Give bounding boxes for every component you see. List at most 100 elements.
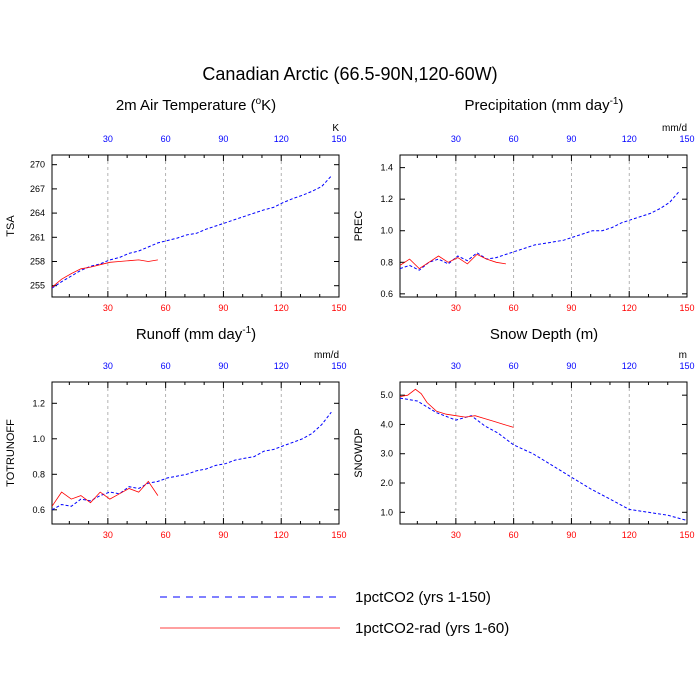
x-tick-label-top: 120 <box>622 134 637 144</box>
panel-totrunoff: Runoff (mm day-1) 30 30 60 60 90 90 120 120 150 15… <box>5 325 347 540</box>
x-tick-label-top: 150 <box>331 361 346 371</box>
panel-title: Runoff (mm day-1) <box>136 325 256 343</box>
x-tick-label-bottom: 150 <box>331 303 346 313</box>
x-tick-label-bottom: 120 <box>622 530 637 540</box>
y-tick-label: 1.2 <box>380 194 393 204</box>
panel-title-superscript: -1 <box>610 96 619 107</box>
panel-title-tail: ) <box>251 326 256 343</box>
y-tick-label: 4.0 <box>380 419 393 429</box>
y-axis-label: SNOWDP <box>353 428 365 478</box>
panel-title: Snow Depth (m) <box>490 326 598 343</box>
panel-title-text: Snow Depth (m) <box>490 326 598 343</box>
y-tick-label: 267 <box>30 184 45 194</box>
plot-frame <box>399 381 688 525</box>
panel-title-superscript: -1 <box>242 325 251 336</box>
x-tick-label-top: 150 <box>331 134 346 144</box>
plot-frame <box>51 154 340 298</box>
x-tick-label-bottom: 150 <box>331 530 346 540</box>
x-tick-label-top: 120 <box>274 134 289 144</box>
y-tick-label: 2.0 <box>380 478 393 488</box>
legend-label: 1pctCO2-rad (yrs 1-60) <box>355 620 509 637</box>
y-tick-label: 264 <box>30 208 45 218</box>
y-tick-label: 0.6 <box>380 289 393 299</box>
x-tick-label-bottom: 30 <box>103 530 113 540</box>
panels: 2m Air Temperature (oK)30306060909012012… <box>5 96 695 540</box>
y-tick-label: 1.0 <box>32 434 45 444</box>
y-tick-label: 0.6 <box>32 505 45 515</box>
x-tick-label-top: 30 <box>451 361 461 371</box>
y-axis-label: PREC <box>353 211 365 242</box>
x-tick-label-bottom: 60 <box>509 303 519 313</box>
x-tick-label-top: 90 <box>218 361 228 371</box>
x-tick-label-bottom: 120 <box>622 303 637 313</box>
panel-tsa: 2m Air Temperature (oK) 30 30 60 60 90 90 120 12… <box>5 96 347 313</box>
x-tick-label-top: 60 <box>509 134 519 144</box>
panel-title-text: Runoff (mm day <box>136 326 243 343</box>
units-label: m <box>679 350 687 361</box>
x-tick-label-bottom: 90 <box>566 303 576 313</box>
x-tick-label-top: 150 <box>679 134 694 144</box>
panel-prec: Precipitation (mm day-1) 30 30 60 60 90 90 120 1… <box>353 96 695 313</box>
legend: 1pctCO2 (yrs 1-150) 1pctCO2-rad (yrs 1-60… <box>160 589 509 637</box>
y-tick-label: 258 <box>30 257 45 267</box>
y-tick-label: 5.0 <box>380 390 393 400</box>
x-tick-label-bottom: 30 <box>451 530 461 540</box>
x-tick-label-top: 90 <box>218 134 228 144</box>
x-tick-label-top: 30 <box>451 134 461 144</box>
y-tick-label: 1.0 <box>380 226 393 236</box>
y-axis-label: TOTRUNOFF <box>5 419 17 487</box>
plot-frame <box>51 381 340 525</box>
x-tick-label-top: 60 <box>161 361 171 371</box>
plot-frame <box>399 154 688 298</box>
units-label: K <box>332 123 339 134</box>
x-tick-label-bottom: 60 <box>161 303 171 313</box>
y-tick-label: 270 <box>30 160 45 170</box>
y-tick-label: 261 <box>30 232 45 242</box>
x-tick-label-bottom: 30 <box>451 303 461 313</box>
units-label: mm/d <box>314 350 339 361</box>
x-tick-label-bottom: 150 <box>679 303 694 313</box>
y-tick-label: 1.4 <box>380 163 393 173</box>
series-line-1pctco2 <box>52 175 332 289</box>
series-line-1pctco2 <box>52 411 332 511</box>
panel-title: 2m Air Temperature (oK) <box>116 96 276 114</box>
series-line-1pctco2-rad <box>400 388 514 428</box>
x-tick-label-top: 90 <box>566 134 576 144</box>
x-tick-label-top: 60 <box>161 134 171 144</box>
x-tick-label-bottom: 60 <box>161 530 171 540</box>
x-tick-label-top: 90 <box>566 361 576 371</box>
panel-title-tail: K) <box>261 97 276 114</box>
series-line-1pctco2 <box>400 190 680 271</box>
y-tick-label: 3.0 <box>380 449 393 459</box>
series-line-1pctco2-rad <box>52 259 158 288</box>
y-axis-label: TSA <box>5 215 17 237</box>
x-tick-label-bottom: 120 <box>274 530 289 540</box>
x-tick-label-bottom: 120 <box>274 303 289 313</box>
x-tick-label-top: 120 <box>622 361 637 371</box>
panel-title-tail: ) <box>618 97 623 114</box>
x-tick-label-top: 30 <box>103 134 113 144</box>
x-tick-label-bottom: 90 <box>218 303 228 313</box>
panel-title-text: Precipitation (mm day <box>465 97 611 114</box>
series-line-1pctco2-rad <box>400 253 506 270</box>
y-tick-label: 0.8 <box>380 257 393 267</box>
x-tick-label-bottom: 90 <box>218 530 228 540</box>
x-tick-label-top: 30 <box>103 361 113 371</box>
x-tick-label-bottom: 150 <box>679 530 694 540</box>
y-tick-label: 255 <box>30 281 45 291</box>
panel-title-superscript: o <box>256 96 262 107</box>
x-tick-label-top: 120 <box>274 361 289 371</box>
y-tick-label: 1.2 <box>32 398 45 408</box>
figure-title: Canadian Arctic (66.5-90N,120-60W) <box>202 64 497 84</box>
series-line-1pctco2-rad <box>52 480 159 507</box>
x-tick-label-top: 150 <box>679 361 694 371</box>
x-tick-label-bottom: 60 <box>509 530 519 540</box>
y-tick-label: 1.0 <box>380 507 393 517</box>
panel-title-text: 2m Air Temperature ( <box>116 97 256 114</box>
legend-label: 1pctCO2 (yrs 1-150) <box>355 589 491 606</box>
series-line-1pctco2 <box>400 397 687 521</box>
panel-title: Precipitation (mm day-1) <box>465 96 624 114</box>
y-tick-label: 0.8 <box>32 469 45 479</box>
